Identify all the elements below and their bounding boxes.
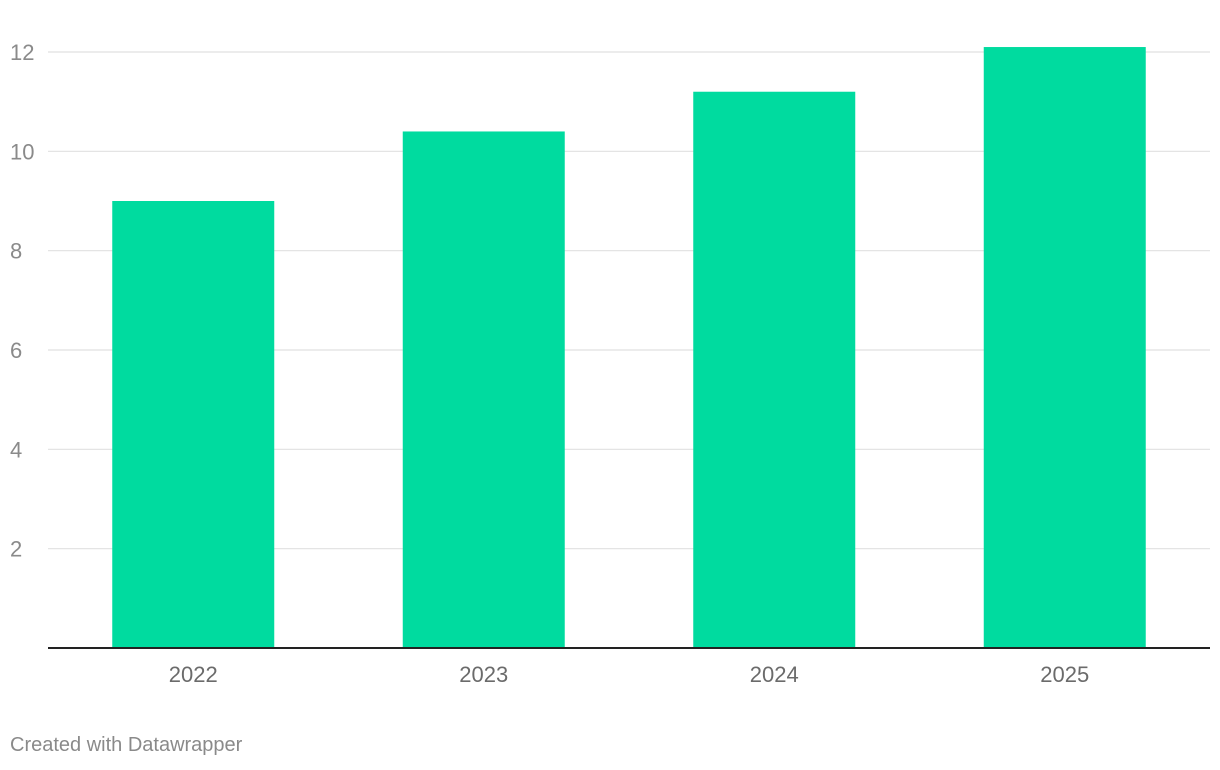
x-tick-label: 2024: [750, 662, 799, 687]
y-axis: 2 4 6 8 10 12: [10, 40, 34, 562]
x-tick-label: 2022: [169, 662, 218, 687]
bar-2025: [983, 47, 1146, 649]
y-tick-label: 6: [10, 338, 22, 363]
bars: [112, 47, 1146, 649]
y-tick-label: 8: [10, 239, 22, 264]
credit-text: Created with Datawrapper: [10, 734, 243, 756]
y-tick-label: 12: [10, 40, 34, 65]
bar-2023: [402, 131, 565, 648]
x-tick-label: 2023: [459, 662, 508, 687]
bar-2022: [112, 201, 275, 648]
y-tick-label: 10: [10, 139, 34, 164]
bar-2024: [693, 91, 856, 648]
x-axis: 2022 2023 2024 2025: [48, 647, 1210, 687]
y-tick-label: 4: [10, 437, 22, 462]
y-tick-label: 2: [10, 537, 22, 562]
x-tick-label: 2025: [1040, 662, 1089, 687]
